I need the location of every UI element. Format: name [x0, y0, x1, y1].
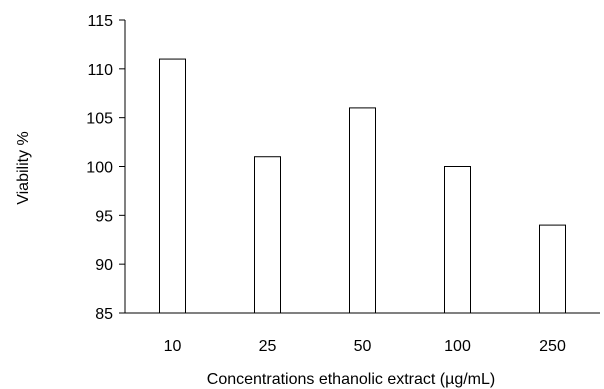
x-tick-label: 250 [539, 338, 566, 355]
y-tick-label: 115 [87, 13, 113, 30]
bar [349, 107, 376, 314]
y-tick-label: 85 [95, 306, 113, 323]
y-tick-label: 95 [95, 208, 113, 225]
bar [159, 58, 186, 314]
bar [254, 156, 281, 314]
y-tick-label: 110 [87, 62, 113, 79]
x-tick-label: 50 [354, 338, 372, 355]
x-tick-label: 100 [444, 338, 471, 355]
y-tick-label: 105 [86, 111, 113, 128]
x-tick-label: 25 [259, 338, 277, 355]
x-tick-label: 10 [164, 338, 182, 355]
y-tick-label: 90 [95, 257, 113, 274]
x-axis-title: Concentrations ethanolic extract (µg/mL) [207, 371, 495, 388]
y-tick-label: 100 [86, 160, 113, 177]
y-axis-title: Viability % [15, 131, 32, 205]
bar [444, 166, 471, 314]
plot-area: 85 90 95 100 105 110 115 10 25 50 100 250 [86, 13, 600, 355]
bar [539, 224, 566, 314]
